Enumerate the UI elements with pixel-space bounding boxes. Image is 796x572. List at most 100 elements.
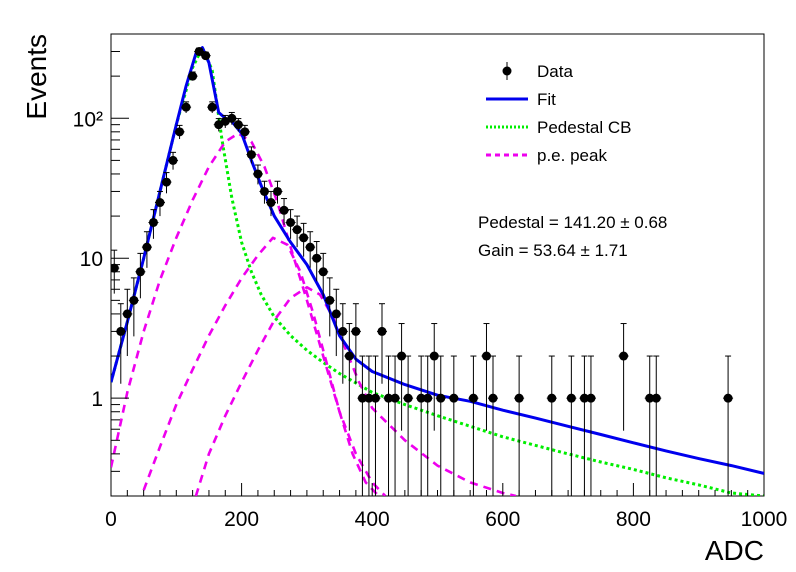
- data-marker: [122, 309, 132, 319]
- data-marker: [299, 233, 309, 243]
- data-point: [233, 118, 244, 132]
- x-axis-label: ADC: [705, 535, 764, 566]
- data-marker: [162, 177, 172, 187]
- data-marker: [370, 393, 380, 403]
- data-marker: [423, 393, 433, 403]
- data-point: [566, 355, 577, 496]
- data-marker: [305, 242, 315, 252]
- x-tick-label: 400: [355, 508, 390, 531]
- data-marker: [135, 267, 145, 277]
- data-marker: [416, 393, 426, 403]
- legend-entry: p.e. peak: [486, 146, 607, 165]
- data-point: [481, 323, 492, 431]
- data-point: [239, 124, 250, 140]
- legend-label: Pedestal CB: [537, 118, 632, 137]
- data-marker: [645, 393, 655, 403]
- legend-label: Fit: [537, 90, 556, 109]
- data-point: [252, 164, 263, 185]
- data-marker: [436, 393, 446, 403]
- data-point: [448, 355, 459, 496]
- data-marker: [148, 217, 158, 227]
- data-point: [272, 180, 283, 204]
- data-marker: [377, 326, 387, 336]
- data-point: [337, 303, 348, 384]
- data-marker: [111, 263, 119, 273]
- data-marker: [403, 393, 413, 403]
- data-point: [416, 355, 427, 496]
- data-point: [285, 209, 296, 239]
- data-point: [429, 323, 440, 431]
- data-marker: [384, 393, 394, 403]
- data-point: [115, 303, 126, 384]
- legend-symbol-marker: [502, 66, 512, 76]
- data-marker: [651, 393, 661, 403]
- x-tick-label: 600: [485, 508, 520, 531]
- data-point: [514, 355, 525, 496]
- data-marker: [292, 225, 302, 235]
- data-point: [422, 355, 433, 496]
- legend: Data Fit Pedestal CB p.e. peak: [486, 62, 632, 165]
- data-point: [350, 303, 361, 384]
- data-point: [390, 355, 401, 496]
- data-marker: [357, 393, 367, 403]
- data-marker: [364, 393, 374, 403]
- data-marker: [240, 127, 250, 137]
- data-point: [305, 231, 316, 268]
- data-point: [128, 277, 139, 337]
- data-marker: [586, 393, 596, 403]
- x-tick-label: 800: [616, 508, 651, 531]
- data-marker: [312, 253, 322, 263]
- annotations: Pedestal = 141.20 ± 0.68 Gain = 53.64 ± …: [478, 213, 667, 260]
- x-tick-label: 200: [224, 508, 259, 531]
- data-point: [311, 241, 322, 282]
- data-marker: [325, 295, 335, 305]
- data-point: [324, 277, 335, 337]
- x-tick-label: 0: [105, 508, 117, 531]
- y-tick-label: 10²: [73, 108, 103, 131]
- data-point: [468, 355, 479, 496]
- data-point: [207, 101, 218, 113]
- data-point: [135, 252, 146, 299]
- data-point: [259, 180, 270, 204]
- data-point: [585, 355, 596, 496]
- data-marker: [168, 155, 178, 165]
- data-point: [265, 190, 276, 217]
- data-point: [618, 323, 629, 431]
- data-marker: [579, 393, 589, 403]
- data-marker: [273, 186, 283, 196]
- data-point: [651, 355, 662, 496]
- data-layer: [111, 46, 764, 496]
- data-point: [141, 231, 152, 268]
- data-marker: [351, 326, 361, 336]
- data-marker: [207, 102, 217, 112]
- data-marker: [233, 120, 243, 130]
- data-marker: [429, 351, 439, 361]
- data-point: [357, 355, 368, 496]
- data-marker: [488, 393, 498, 403]
- data-marker: [129, 295, 139, 305]
- data-point: [318, 252, 329, 299]
- data-marker: [468, 393, 478, 403]
- legend-entry: Data: [502, 62, 573, 81]
- x-axis: 0 200 400 600 800 1000: [105, 483, 787, 531]
- plot-area: 0 200 400 600 800 1000 1 10 10²: [73, 33, 787, 531]
- data-marker: [155, 198, 165, 208]
- data-point: [174, 124, 185, 140]
- data-point: [187, 71, 198, 81]
- legend-entry: Pedestal CB: [486, 118, 632, 137]
- data-marker: [116, 326, 126, 336]
- data-point: [292, 215, 303, 248]
- data-point: [383, 355, 394, 496]
- data-marker: [246, 150, 256, 160]
- data-marker: [723, 393, 733, 403]
- data-point: [723, 355, 734, 496]
- data-point: [148, 209, 159, 239]
- data-point: [488, 355, 499, 496]
- data-point: [298, 222, 309, 257]
- data-marker: [201, 51, 211, 61]
- data-marker: [175, 127, 185, 137]
- data-marker: [194, 46, 204, 56]
- data-marker: [547, 393, 557, 403]
- data-marker: [514, 393, 524, 403]
